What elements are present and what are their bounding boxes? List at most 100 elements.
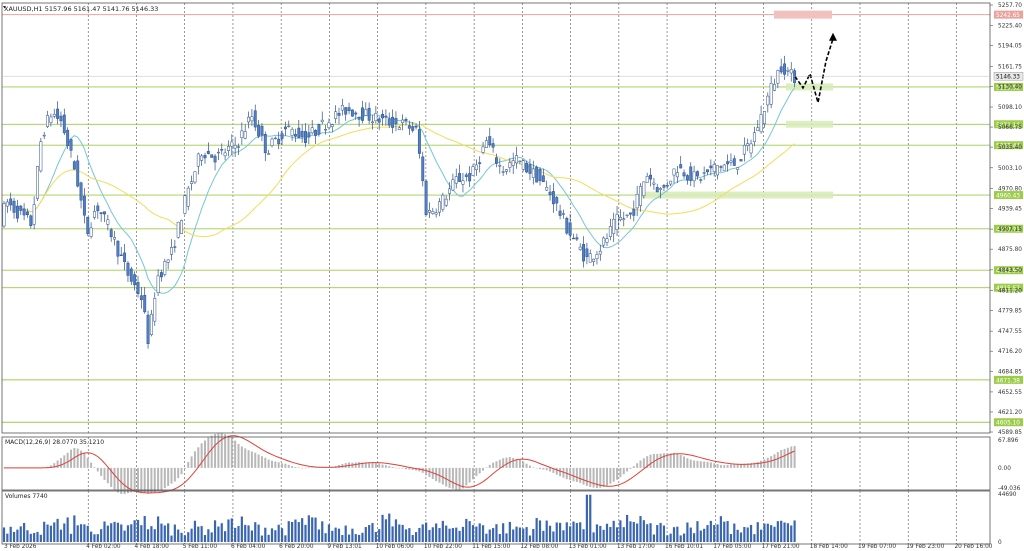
macd-bar bbox=[96, 467, 99, 472]
macd-bar bbox=[277, 462, 280, 468]
volume-bar bbox=[79, 524, 83, 542]
volume-bar bbox=[629, 521, 632, 542]
candle-body bbox=[424, 180, 428, 215]
candle-body bbox=[669, 180, 673, 185]
volume-bar bbox=[438, 528, 441, 542]
volume-bar bbox=[488, 529, 491, 542]
candle-body bbox=[602, 237, 606, 246]
time-tick-label: 12 Feb 08:00 bbox=[520, 544, 558, 550]
candle-body bbox=[220, 149, 224, 151]
volume-bar bbox=[53, 522, 56, 542]
collapse-arrow-icon[interactable] bbox=[3, 6, 6, 9]
volume-bar bbox=[284, 535, 287, 542]
volume-bar bbox=[381, 514, 384, 542]
macd-bar bbox=[716, 464, 719, 468]
level-label: 4842.90 bbox=[996, 269, 1020, 275]
macd-bar bbox=[562, 467, 565, 478]
candle-body bbox=[582, 244, 585, 262]
volume-bar bbox=[780, 520, 783, 542]
macd-bar bbox=[492, 462, 495, 468]
candle-body bbox=[304, 131, 307, 144]
level-label: 4815.57 bbox=[996, 286, 1020, 292]
candle-body bbox=[12, 200, 16, 213]
candle-body bbox=[484, 140, 488, 148]
candle-body bbox=[267, 153, 271, 155]
candle-body bbox=[421, 156, 425, 181]
candle-body bbox=[769, 83, 773, 105]
time-tick-label: 4 Feb 18:00 bbox=[134, 544, 169, 550]
price-tick-label: 5035.40 bbox=[998, 145, 1022, 151]
panel-frame bbox=[1, 436, 991, 491]
candle-body bbox=[334, 111, 338, 119]
volume-bar bbox=[327, 524, 331, 542]
volume-bar bbox=[709, 520, 712, 542]
macd-bar bbox=[549, 467, 552, 472]
macd-bar bbox=[126, 467, 129, 494]
macd-bar bbox=[361, 462, 364, 468]
volume-bar bbox=[749, 524, 753, 542]
volume-bar bbox=[224, 531, 227, 542]
macd-bar bbox=[535, 467, 538, 469]
volume-bar bbox=[250, 530, 253, 542]
volume-bar bbox=[512, 529, 515, 542]
volume-bar bbox=[291, 521, 294, 542]
macd-bar bbox=[120, 467, 123, 494]
volume-bar bbox=[270, 528, 274, 542]
price-tick-label: 5066.75 bbox=[998, 125, 1022, 131]
candle-body bbox=[632, 208, 636, 216]
macd-bar bbox=[53, 463, 56, 468]
macd-bar bbox=[662, 453, 665, 468]
macd-bar bbox=[666, 453, 669, 468]
candle-body bbox=[36, 166, 39, 199]
volume-bar bbox=[321, 521, 324, 542]
macd-bar bbox=[230, 437, 233, 468]
macd-bar bbox=[314, 467, 317, 468]
macd-bar bbox=[539, 467, 541, 470]
macd-bar bbox=[461, 467, 464, 489]
macd-bar bbox=[214, 434, 217, 468]
time-tick-label: 19 Feb 07:00 bbox=[858, 544, 896, 550]
macd-bar bbox=[56, 460, 59, 468]
volume-bar bbox=[280, 528, 284, 542]
volume-bar bbox=[237, 526, 240, 542]
volume-bar bbox=[455, 527, 458, 542]
candle-body bbox=[347, 107, 351, 112]
macd-bar bbox=[153, 467, 156, 493]
volume-bar bbox=[626, 514, 629, 542]
volume-bar bbox=[793, 520, 796, 542]
macd-bar bbox=[760, 460, 763, 468]
macd-label: MACD(12,26,9) 28.0770 35.1210 bbox=[5, 439, 104, 446]
volume-bar bbox=[136, 519, 140, 542]
candle-body bbox=[488, 136, 492, 146]
volume-bar bbox=[344, 525, 347, 542]
volume-bar bbox=[277, 524, 280, 542]
volume-bar bbox=[609, 526, 612, 542]
volume-bar bbox=[766, 523, 769, 542]
volume-bar bbox=[398, 524, 401, 542]
volume-bar bbox=[505, 533, 508, 542]
panel-labels: XAUUSD,H1 5157.96 5161.47 5141.76 5146.3… bbox=[3, 5, 158, 500]
volume-bar bbox=[548, 525, 552, 542]
price-tick-label: 4652.55 bbox=[998, 390, 1022, 396]
candle-body bbox=[501, 171, 505, 173]
volume-bar bbox=[230, 518, 233, 542]
macd-bar bbox=[756, 461, 759, 468]
current-price-label: 5146.33 bbox=[996, 75, 1020, 81]
candle-body bbox=[538, 169, 542, 182]
candle-body bbox=[498, 165, 502, 167]
macd-bar bbox=[167, 467, 170, 487]
volume-bar bbox=[689, 527, 692, 542]
volume-bar bbox=[378, 529, 381, 542]
volume-bar bbox=[713, 525, 716, 542]
volume-bar bbox=[307, 515, 310, 542]
macd-tick-label: -49.036 bbox=[998, 486, 1021, 492]
candle-body bbox=[454, 176, 458, 184]
candle-body bbox=[642, 181, 646, 197]
candle-body bbox=[565, 217, 569, 234]
macd-bar bbox=[636, 463, 639, 468]
price-tick-label: 5225.40 bbox=[998, 24, 1022, 30]
macd-bar bbox=[703, 461, 706, 468]
candle-body bbox=[518, 160, 522, 163]
candle-body bbox=[22, 208, 26, 216]
